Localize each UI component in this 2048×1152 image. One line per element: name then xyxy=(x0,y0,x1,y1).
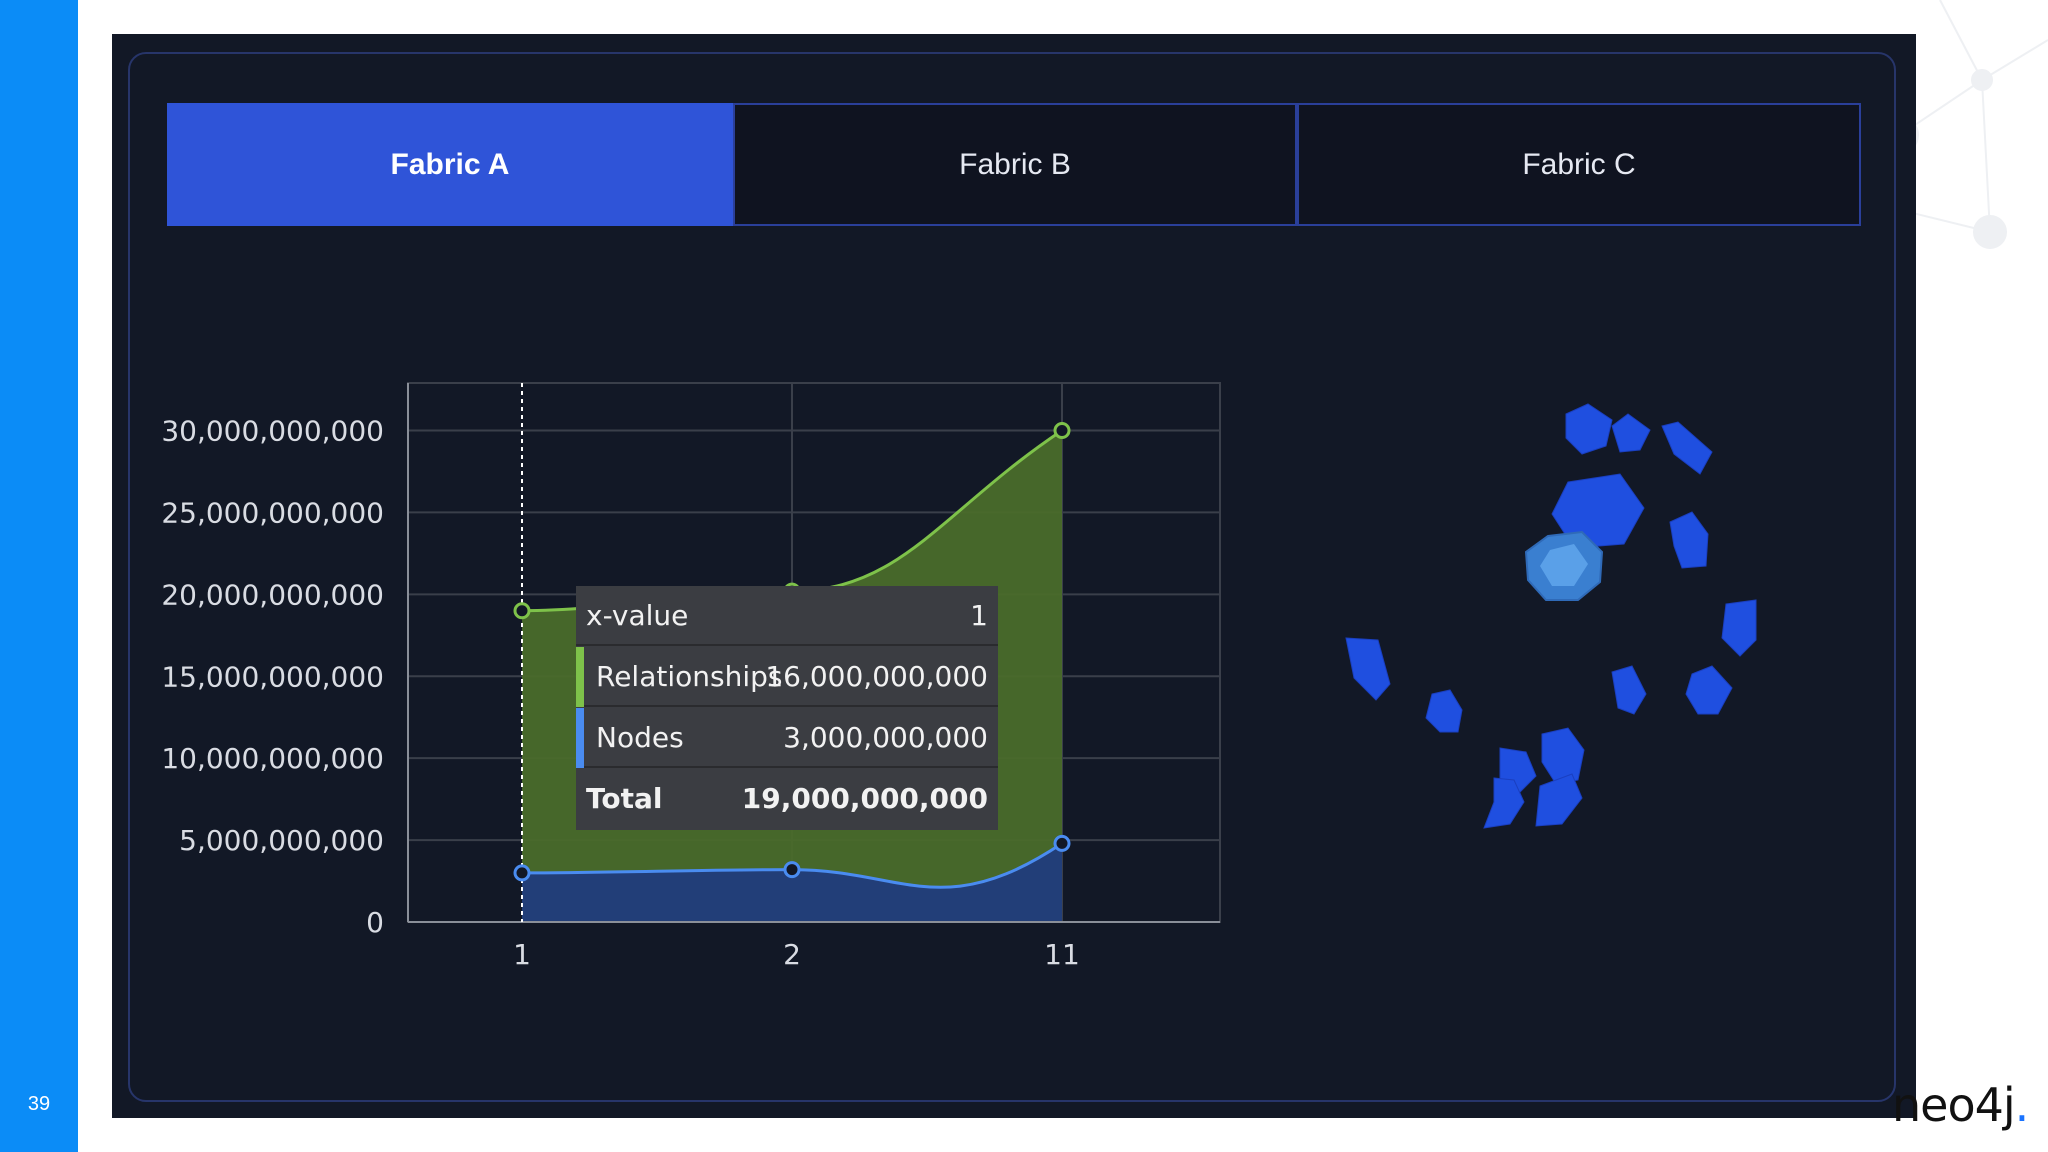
y-tick-label: 0 xyxy=(366,906,384,939)
graph-node xyxy=(1565,403,1613,455)
nodes-point xyxy=(1053,834,1071,852)
tooltip-x-label: x-value xyxy=(586,599,689,632)
y-tick-label: 30,000,000,000 xyxy=(161,415,384,448)
tooltip-nodes-label: Nodes xyxy=(596,721,684,754)
y-tick-label: 10,000,000,000 xyxy=(161,742,384,775)
tooltip-total-value: 19,000,000,000 xyxy=(741,782,988,815)
nodes-swatch xyxy=(576,708,584,768)
y-tick-label: 25,000,000,000 xyxy=(161,496,384,529)
slide-sidebar xyxy=(0,0,78,1152)
y-tick-label: 20,000,000,000 xyxy=(161,578,384,611)
graph-node xyxy=(1611,665,1647,715)
tab-fabric-a[interactable]: Fabric A xyxy=(167,103,733,226)
tooltip-relationships-value: 16,000,000,000 xyxy=(765,660,988,693)
y-tick-label: 15,000,000,000 xyxy=(161,660,384,693)
tooltip-relationships-label: Relationships xyxy=(596,660,783,693)
tab-fabric-b[interactable]: Fabric B xyxy=(733,103,1297,226)
tooltip-relationships-row: Relationships 16,000,000,000 xyxy=(576,647,998,707)
neo4j-logo: neo4j. xyxy=(1892,1078,2029,1132)
tooltip-nodes-row: Nodes 3,000,000,000 xyxy=(576,708,998,768)
x-tick-label: 2 xyxy=(783,938,801,971)
graph-node xyxy=(1551,473,1645,549)
nodes-area xyxy=(522,843,1062,922)
central-node[interactable] xyxy=(1524,530,1604,601)
tooltip-total-label: Total xyxy=(586,782,663,815)
y-tick-label: 5,000,000,000 xyxy=(179,824,384,857)
tooltip-header-row: x-value 1 xyxy=(576,586,998,646)
relationships-point xyxy=(513,602,531,620)
graph-node xyxy=(1345,637,1391,701)
relationships-swatch xyxy=(576,647,584,707)
neo4j-logo-text: neo4j xyxy=(1892,1078,2016,1132)
slide-number: 39 xyxy=(27,1093,51,1115)
graph-node xyxy=(1661,421,1713,475)
content-panel xyxy=(128,52,1896,1102)
graph-node xyxy=(1611,413,1651,453)
fabric-tabs: Fabric A Fabric B Fabric C xyxy=(167,103,1861,226)
relationships-point xyxy=(1053,422,1071,440)
tooltip-total-row: Total 19,000,000,000 xyxy=(576,769,998,829)
graph-node xyxy=(1535,773,1583,827)
tab-fabric-c[interactable]: Fabric C xyxy=(1297,103,1861,226)
app-screen: Fabric A Fabric B Fabric C 0 5,000,000,00… xyxy=(112,34,1916,1118)
x-tick-label: 1 xyxy=(513,938,531,971)
tooltip-nodes-value: 3,000,000,000 xyxy=(783,721,988,754)
graph-node xyxy=(1669,511,1709,569)
graph-node xyxy=(1721,599,1757,657)
graph-node xyxy=(1483,777,1525,829)
graph-node xyxy=(1685,665,1733,715)
graph-3d-visualization[interactable] xyxy=(112,34,1916,1118)
nodes-point xyxy=(513,864,531,882)
graph-node xyxy=(1425,689,1463,733)
chart-tooltip: x-value 1 Relationships 16,000,000,000 N… xyxy=(576,586,998,830)
graph-node xyxy=(1541,727,1585,785)
nodes-point xyxy=(783,861,801,879)
x-tick-label: 11 xyxy=(1044,938,1080,971)
tooltip-x-value: 1 xyxy=(970,599,988,632)
